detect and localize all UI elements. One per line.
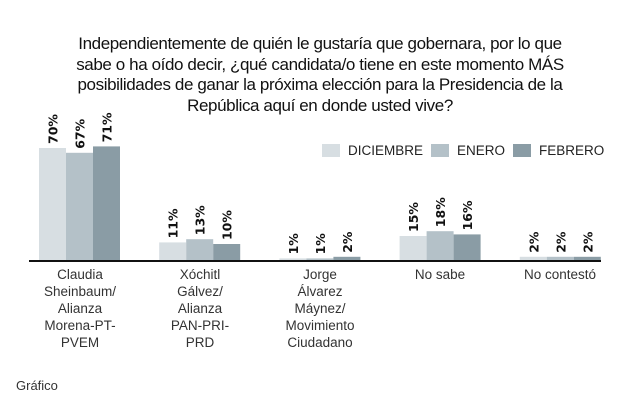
bar-enero-3	[426, 231, 454, 260]
bar-diciembre-4	[519, 256, 547, 260]
bar-febrero-0	[93, 146, 120, 260]
data-label: 71%	[100, 112, 115, 142]
data-label: 10%	[220, 210, 235, 240]
bar-enero-2	[306, 258, 334, 260]
bar-diciembre-3	[399, 236, 427, 260]
data-label: 70%	[46, 114, 61, 144]
footer-caption: Gráfico	[16, 378, 58, 393]
bar-diciembre-0	[39, 148, 66, 260]
bar-enero-1	[186, 239, 214, 260]
data-label: 2%	[553, 231, 568, 253]
data-label: 2%	[526, 231, 541, 253]
category-label: Xóchitl Gálvez/ Alianza PAN-PRI- PRD	[170, 267, 230, 350]
legend-label: DICIEMBRE	[348, 143, 424, 158]
bar-febrero-2	[333, 256, 361, 260]
category-label: Claudia Sheinbaum/ Alianza Morena-PT- PV…	[43, 267, 117, 350]
data-label: 2%	[340, 231, 355, 253]
data-label: 15%	[406, 202, 421, 232]
data-label: 1%	[313, 233, 328, 255]
data-label: 13%	[193, 205, 208, 235]
bar-febrero-4	[573, 256, 601, 260]
legend-swatch	[322, 144, 340, 157]
bar-diciembre-2	[279, 258, 307, 260]
legend-label: ENERO	[457, 143, 506, 158]
bar-febrero-3	[453, 234, 481, 260]
legend-swatch	[431, 144, 450, 157]
category-label: Jorge Álvarez Máynez/ Movimiento Ciudada…	[285, 267, 355, 350]
title-line: Independientemente de quién le gustaría …	[78, 34, 562, 53]
data-label: 18%	[433, 197, 448, 227]
bar-enero-0	[66, 152, 93, 260]
legend-item-diciembre: DICIEMBRE	[322, 143, 423, 158]
value-labels-layer: 70% 67% 71% 11% 13% 10% 1% 1% 2% 15% 18% 16% 2% 2% 2%	[46, 112, 596, 254]
title-line: posibilidades de ganar la próxima elecci…	[77, 75, 563, 94]
legend-item-enero: ENERO	[431, 143, 505, 158]
data-label: 67%	[73, 118, 88, 148]
title-line: sabe o ha oído decir, ¿qué candidata/o t…	[76, 54, 564, 74]
legend: DICIEMBRE ENERO FEBRERO	[322, 143, 612, 158]
legend-label: FEBRERO	[539, 143, 605, 158]
legend-swatch	[513, 144, 532, 157]
bar-diciembre-1	[159, 242, 187, 260]
title-line: República aquí en donde usted vive?	[187, 95, 453, 115]
bar-enero-4	[546, 256, 574, 260]
data-label: 11%	[166, 208, 181, 238]
category-label: No sabe	[414, 267, 466, 282]
legend-item-febrero: FEBRERO	[513, 143, 604, 158]
data-label: 16%	[460, 200, 475, 230]
category-label: No contestó	[523, 267, 597, 282]
data-label: 1%	[286, 233, 301, 255]
data-label: 2%	[580, 231, 595, 253]
bar-febrero-1	[213, 244, 241, 260]
bars-layer	[39, 146, 601, 260]
chart-title: Independientemente de quién le gustaría …	[20, 34, 620, 116]
